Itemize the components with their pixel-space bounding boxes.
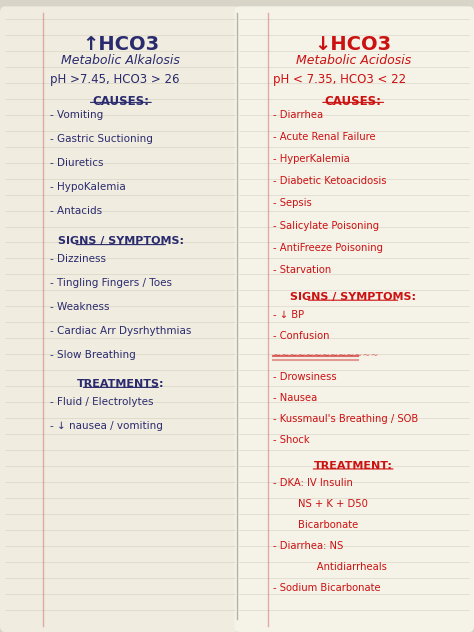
FancyBboxPatch shape [0, 6, 239, 632]
Text: - Sodium Bicarbonate: - Sodium Bicarbonate [273, 583, 380, 593]
Text: - Fluid / Electrolytes: - Fluid / Electrolytes [50, 397, 153, 407]
Text: - Diuretics: - Diuretics [50, 158, 103, 168]
Text: - ↓ BP: - ↓ BP [273, 310, 304, 320]
Text: - Kussmaul's Breathing / SOB: - Kussmaul's Breathing / SOB [273, 414, 418, 424]
FancyBboxPatch shape [235, 6, 474, 632]
Text: - Salicylate Poisoning: - Salicylate Poisoning [273, 221, 379, 231]
Text: - Nausea: - Nausea [273, 393, 317, 403]
Text: - Confusion: - Confusion [273, 331, 329, 341]
Text: - Sepsis: - Sepsis [273, 198, 311, 209]
Text: - DKA: IV Insulin: - DKA: IV Insulin [273, 478, 353, 489]
Text: - Drowsiness: - Drowsiness [273, 372, 336, 382]
Text: - Cardiac Arr Dysrhythmias: - Cardiac Arr Dysrhythmias [50, 326, 191, 336]
Text: - Gastric Suctioning: - Gastric Suctioning [50, 134, 153, 144]
Text: - Diarrhea: - Diarrhea [273, 110, 323, 120]
Text: - Shock: - Shock [273, 435, 309, 445]
Text: - Diarrhea: NS: - Diarrhea: NS [273, 541, 343, 551]
Text: NS + K + D50: NS + K + D50 [273, 499, 367, 509]
Text: ↑HCO3: ↑HCO3 [82, 35, 159, 54]
Text: Metabolic Alkalosis: Metabolic Alkalosis [62, 54, 180, 67]
Text: - Diabetic Ketoacidosis: - Diabetic Ketoacidosis [273, 176, 386, 186]
Text: - HyperKalemia: - HyperKalemia [273, 154, 349, 164]
Text: - Dizziness: - Dizziness [50, 254, 106, 264]
Text: - Acute Renal Failure: - Acute Renal Failure [273, 132, 375, 142]
Text: pH >7.45, HCO3 > 26: pH >7.45, HCO3 > 26 [50, 73, 179, 86]
Text: - Weakness: - Weakness [50, 302, 109, 312]
Text: Antidiarrheals: Antidiarrheals [273, 562, 386, 572]
Text: - AntiFreeze Poisoning: - AntiFreeze Poisoning [273, 243, 383, 253]
Text: TREATMENT:: TREATMENT: [314, 461, 392, 471]
Text: - Slow Breathing: - Slow Breathing [50, 350, 136, 360]
Text: ↓HCO3: ↓HCO3 [315, 35, 392, 54]
Text: SIGNS / SYMPTOMS:: SIGNS / SYMPTOMS: [290, 292, 416, 302]
Text: Metabolic Acidosis: Metabolic Acidosis [295, 54, 411, 67]
Text: - Antacids: - Antacids [50, 206, 102, 216]
Text: TREATMENTS:: TREATMENTS: [77, 379, 164, 389]
Text: ~~~~~~~~~~~~~: ~~~~~~~~~~~~~ [273, 351, 378, 362]
Text: - Starvation: - Starvation [273, 265, 331, 275]
Text: CAUSES:: CAUSES: [92, 95, 149, 108]
Text: Bicarbonate: Bicarbonate [273, 520, 358, 530]
Text: pH < 7.35, HCO3 < 22: pH < 7.35, HCO3 < 22 [273, 73, 406, 86]
Text: CAUSES:: CAUSES: [325, 95, 382, 108]
Text: - Vomiting: - Vomiting [50, 110, 103, 120]
Text: - ↓ nausea / vomiting: - ↓ nausea / vomiting [50, 421, 163, 431]
Text: SIGNS / SYMPTOMS:: SIGNS / SYMPTOMS: [58, 236, 184, 246]
Text: - Tingling Fingers / Toes: - Tingling Fingers / Toes [50, 278, 172, 288]
Text: - HypoKalemia: - HypoKalemia [50, 182, 126, 192]
